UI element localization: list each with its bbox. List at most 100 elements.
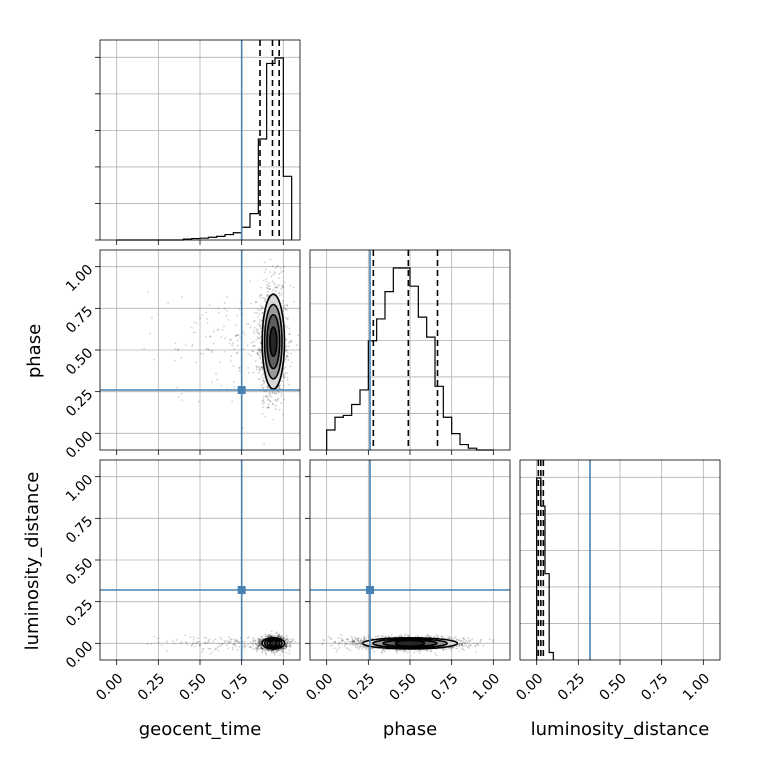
- scatter-point-phase-vs-luminosity_distance: [469, 639, 472, 641]
- scatter-point-geocent_time-vs-phase: [259, 342, 262, 345]
- scatter-point-geocent_time-vs-luminosity_distance: [263, 647, 266, 650]
- scatter-point-phase-vs-luminosity_distance: [456, 639, 458, 641]
- scatter-point-geocent_time-vs-luminosity_distance: [285, 643, 288, 646]
- scatter-point-phase-vs-luminosity_distance: [363, 636, 366, 639]
- scatter-point-geocent_time-vs-phase: [278, 384, 281, 387]
- scatter-point-geocent_time-vs-phase: [276, 400, 279, 403]
- scatter-point-phase-vs-luminosity_distance: [340, 637, 343, 640]
- scatter-point-geocent_time-vs-phase: [263, 380, 266, 383]
- grid-layer: [100, 40, 720, 660]
- scatter-point-geocent_time-vs-phase: [286, 372, 289, 375]
- scatter-point-geocent_time-vs-phase: [184, 344, 187, 346]
- scatter-point-geocent_time-vs-luminosity_distance: [264, 649, 267, 652]
- scatter-point-geocent_time-vs-phase: [276, 286, 279, 289]
- scatter-point-geocent_time-vs-phase: [258, 337, 261, 340]
- scatter-point-phase-vs-luminosity_distance: [356, 637, 359, 640]
- scatter-point-geocent_time-vs-phase: [271, 403, 274, 406]
- scatter-point-geocent_time-vs-phase: [191, 345, 193, 348]
- scatter-point-geocent_time-vs-phase: [249, 280, 252, 283]
- x-tick-label-phase: 0.00: [303, 671, 336, 704]
- scatter-point-phase-vs-luminosity_distance: [374, 635, 377, 638]
- scatter-point-geocent_time-vs-luminosity_distance: [179, 642, 182, 645]
- scatter-point-geocent_time-vs-luminosity_distance: [284, 639, 287, 642]
- scatter-point-geocent_time-vs-phase: [252, 345, 255, 348]
- scatter-point-geocent_time-vs-phase: [190, 326, 193, 329]
- scatter-point-geocent_time-vs-phase: [253, 330, 255, 333]
- scatter-point-geocent_time-vs-luminosity_distance: [258, 644, 261, 647]
- scatter-point-geocent_time-vs-luminosity_distance: [201, 651, 203, 654]
- scatter-point-geocent_time-vs-luminosity_distance: [258, 641, 260, 644]
- scatter-point-geocent_time-vs-luminosity_distance: [246, 636, 249, 639]
- scatter-point-geocent_time-vs-luminosity_distance: [181, 641, 183, 643]
- scatter-point-geocent_time-vs-luminosity_distance: [281, 636, 284, 639]
- scatter-point-geocent_time-vs-phase: [269, 258, 272, 261]
- scatter-point-geocent_time-vs-phase: [231, 400, 234, 403]
- scatter-point-geocent_time-vs-luminosity_distance: [214, 648, 217, 651]
- scatter-point-geocent_time-vs-phase: [259, 297, 262, 299]
- scatter-point-phase-vs-luminosity_distance: [469, 644, 472, 647]
- scatter-point-geocent_time-vs-luminosity_distance: [231, 646, 234, 649]
- scatter-point-phase-vs-luminosity_distance: [381, 635, 384, 638]
- scatter-point-geocent_time-vs-phase: [197, 400, 200, 403]
- scatter-point-geocent_time-vs-phase: [274, 283, 276, 286]
- scatter-point-phase-vs-luminosity_distance: [345, 642, 347, 645]
- scatter-point-geocent_time-vs-phase: [229, 338, 232, 341]
- scatter-point-geocent_time-vs-luminosity_distance: [255, 642, 257, 645]
- scatter-point-phase-vs-luminosity_distance: [419, 652, 422, 655]
- scatter-point-geocent_time-vs-phase: [256, 330, 258, 333]
- scatter-point-geocent_time-vs-phase: [266, 290, 269, 293]
- scatter-point-geocent_time-vs-luminosity_distance: [283, 647, 286, 650]
- scatter-point-geocent_time-vs-phase: [283, 367, 285, 370]
- scatter-point-geocent_time-vs-luminosity_distance: [261, 647, 263, 649]
- scatter-point-geocent_time-vs-luminosity_distance: [232, 643, 235, 646]
- scatter-point-phase-vs-luminosity_distance: [417, 649, 420, 652]
- scatter-point-geocent_time-vs-luminosity_distance: [260, 635, 263, 638]
- scatter-point-phase-vs-luminosity_distance: [350, 636, 352, 638]
- scatter-point-geocent_time-vs-phase: [252, 344, 255, 347]
- scatter-point-geocent_time-vs-phase: [275, 392, 278, 394]
- scatter-point-geocent_time-vs-luminosity_distance: [203, 636, 206, 639]
- scatter-point-geocent_time-vs-phase: [267, 399, 269, 401]
- scatter-point-phase-vs-luminosity_distance: [419, 649, 422, 652]
- scatter-point-geocent_time-vs-luminosity_distance: [288, 649, 291, 652]
- scatter-point-geocent_time-vs-luminosity_distance: [201, 648, 204, 651]
- scatter-point-geocent_time-vs-phase: [255, 312, 258, 314]
- scatter-point-geocent_time-vs-phase: [271, 280, 274, 283]
- scatter-point-geocent_time-vs-phase: [285, 338, 288, 341]
- scatter-point-phase-vs-luminosity_distance: [430, 635, 433, 638]
- scatter-point-geocent_time-vs-luminosity_distance: [219, 636, 222, 639]
- scatter-point-geocent_time-vs-phase: [267, 406, 270, 409]
- scatter-point-phase-vs-luminosity_distance: [340, 642, 343, 645]
- scatter-point-geocent_time-vs-phase: [230, 355, 233, 357]
- scatter-point-geocent_time-vs-phase: [232, 365, 235, 367]
- scatter-points-layer: [143, 258, 495, 657]
- scatter-point-geocent_time-vs-phase: [201, 314, 204, 317]
- scatter-point-geocent_time-vs-luminosity_distance: [285, 651, 288, 654]
- scatter-point-phase-vs-luminosity_distance: [333, 641, 336, 644]
- scatter-point-geocent_time-vs-phase: [262, 279, 265, 282]
- scatter-point-geocent_time-vs-phase: [263, 390, 266, 393]
- scatter-point-geocent_time-vs-luminosity_distance: [275, 635, 278, 638]
- scatter-point-phase-vs-luminosity_distance: [465, 644, 468, 647]
- scatter-point-geocent_time-vs-phase: [212, 330, 215, 333]
- scatter-point-phase-vs-luminosity_distance: [353, 640, 355, 643]
- scatter-point-geocent_time-vs-phase: [232, 342, 235, 345]
- scatter-point-phase-vs-luminosity_distance: [458, 643, 460, 646]
- scatter-point-geocent_time-vs-luminosity_distance: [264, 635, 267, 638]
- scatter-point-geocent_time-vs-phase: [147, 290, 149, 293]
- scatter-point-phase-vs-luminosity_distance: [400, 649, 403, 652]
- scatter-point-phase-vs-luminosity_distance: [356, 642, 359, 645]
- scatter-point-geocent_time-vs-phase: [272, 418, 275, 421]
- histogram-luminosity_distance: [536, 477, 554, 660]
- scatter-point-phase-vs-luminosity_distance: [354, 645, 357, 648]
- y-tick-label-luminosity_distance: 0.75: [63, 513, 96, 546]
- scatter-point-geocent_time-vs-phase: [191, 343, 194, 346]
- scatter-point-phase-vs-luminosity_distance: [353, 639, 356, 642]
- scatter-point-geocent_time-vs-phase: [273, 286, 276, 289]
- scatter-point-phase-vs-luminosity_distance: [465, 639, 468, 642]
- scatter-point-geocent_time-vs-phase: [290, 352, 292, 355]
- scatter-point-geocent_time-vs-phase: [204, 335, 207, 338]
- scatter-point-geocent_time-vs-luminosity_distance: [261, 651, 264, 654]
- scatter-point-geocent_time-vs-luminosity_distance: [185, 641, 188, 644]
- scatter-point-phase-vs-luminosity_distance: [425, 635, 427, 638]
